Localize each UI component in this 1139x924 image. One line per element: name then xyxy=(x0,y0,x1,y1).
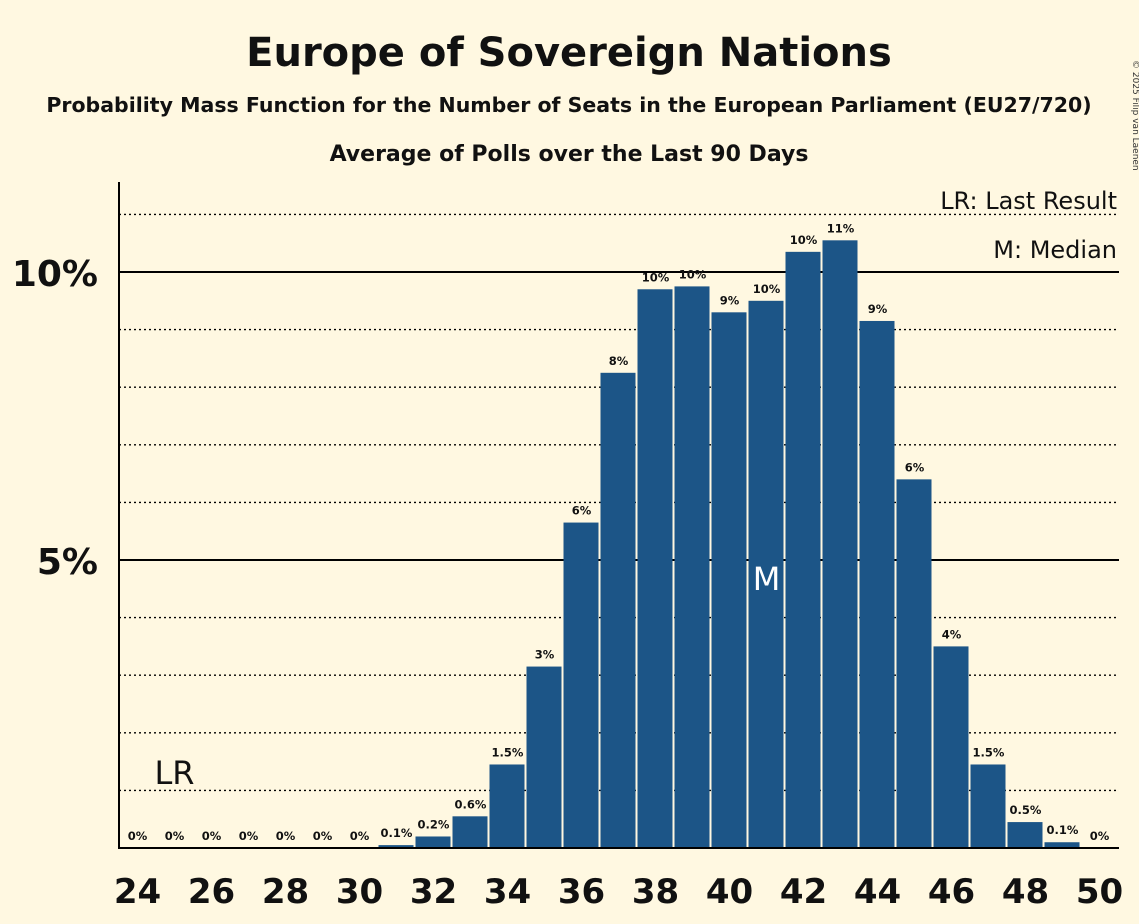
bar-seat-33 xyxy=(452,816,488,848)
y-tick-label: 10% xyxy=(12,254,98,295)
data-labels: 0% 0% 0% 0% 0% 0% 0% 0.1% 0.2% 0.6% 1.5% 3% 6% 8% 10% 1… xyxy=(128,221,1110,843)
data-label-seat-27: 0% xyxy=(239,829,259,843)
data-label-seat-38: 10% xyxy=(642,270,670,284)
data-label-seat-34: 1.5% xyxy=(492,745,524,759)
bar-seat-49 xyxy=(1044,842,1080,848)
data-label-seat-44: 9% xyxy=(868,302,888,316)
data-label-seat-30: 0% xyxy=(350,829,370,843)
bar-seat-40 xyxy=(711,312,747,848)
data-label-seat-26: 0% xyxy=(202,829,222,843)
data-label-seat-42: 10% xyxy=(790,233,818,247)
legend-median: M: Median xyxy=(993,236,1117,264)
data-label-seat-43: 11% xyxy=(827,221,855,235)
x-tick-label: 48 xyxy=(1002,872,1049,912)
bar-seat-36 xyxy=(563,522,599,848)
data-label-seat-31: 0.1% xyxy=(381,826,413,840)
bar-seat-42 xyxy=(785,251,821,849)
legend-last-result: LR: Last Result xyxy=(940,187,1117,215)
x-tick-label: 46 xyxy=(928,872,975,912)
bar-seat-44 xyxy=(859,320,895,849)
data-label-seat-45: 6% xyxy=(905,460,925,474)
data-label-seat-41: 10% xyxy=(753,282,781,296)
bar-seat-45 xyxy=(896,479,932,848)
x-tick-label: 30 xyxy=(336,872,383,912)
data-label-seat-50: 0% xyxy=(1090,829,1110,843)
bar-seat-38 xyxy=(637,289,673,848)
data-label-seat-33: 0.6% xyxy=(455,797,487,811)
x-tick-label: 28 xyxy=(262,872,309,912)
x-tick-label: 32 xyxy=(410,872,457,912)
chart-title: Europe of Sovereign Nations xyxy=(246,30,892,76)
bar-seat-39 xyxy=(674,286,710,848)
data-label-seat-46: 4% xyxy=(942,627,962,641)
data-label-seat-36: 6% xyxy=(572,504,592,518)
x-tick-label: 26 xyxy=(188,872,235,912)
bar-seat-47 xyxy=(970,764,1006,848)
data-label-seat-29: 0% xyxy=(313,829,333,843)
data-label-seat-25: 0% xyxy=(165,829,185,843)
data-label-seat-40: 9% xyxy=(720,293,740,307)
x-tick-label: 38 xyxy=(632,872,679,912)
y-tick-label: 5% xyxy=(37,542,98,583)
chart-subtitle: Probability Mass Function for the Number… xyxy=(46,93,1091,117)
data-label-seat-47: 1.5% xyxy=(973,745,1005,759)
data-label-seat-35: 3% xyxy=(535,648,555,662)
axes: 5% 10% 24 26 28 30 32 34 36 38 40 42 44 46 48 50 xyxy=(12,182,1123,912)
bar-seat-43 xyxy=(822,240,858,848)
chart-subtitle-2: Average of Polls over the Last 90 Days xyxy=(330,142,809,167)
bar-seat-48 xyxy=(1007,822,1043,848)
x-tick-label: 42 xyxy=(780,872,827,912)
x-tick-label: 36 xyxy=(558,872,605,912)
bars xyxy=(378,240,1080,849)
data-label-seat-37: 8% xyxy=(609,354,629,368)
data-label-seat-48: 0.5% xyxy=(1010,803,1042,817)
x-tick-label: 44 xyxy=(854,872,901,912)
last-result-marker: LR xyxy=(154,754,194,792)
bar-seat-35 xyxy=(526,666,562,848)
bar-seat-37 xyxy=(600,372,636,848)
data-label-seat-32: 0.2% xyxy=(418,817,450,831)
data-label-seat-24: 0% xyxy=(128,829,148,843)
bar-seat-31 xyxy=(378,845,414,848)
bar-seat-32 xyxy=(415,836,451,848)
data-label-seat-49: 0.1% xyxy=(1047,823,1079,837)
x-tick-label: 24 xyxy=(114,872,161,912)
x-tick-label: 34 xyxy=(484,872,531,912)
copyright-text: © 2025 Filip van Laenen xyxy=(1130,60,1139,171)
data-label-seat-28: 0% xyxy=(276,829,296,843)
median-marker: M xyxy=(753,560,781,598)
bar-seat-41 xyxy=(748,300,784,848)
x-tick-label: 40 xyxy=(706,872,753,912)
data-label-seat-39: 10% xyxy=(679,267,707,281)
bar-seat-46 xyxy=(933,646,969,848)
x-tick-label: 50 xyxy=(1076,872,1123,912)
bar-seat-34 xyxy=(489,764,525,848)
